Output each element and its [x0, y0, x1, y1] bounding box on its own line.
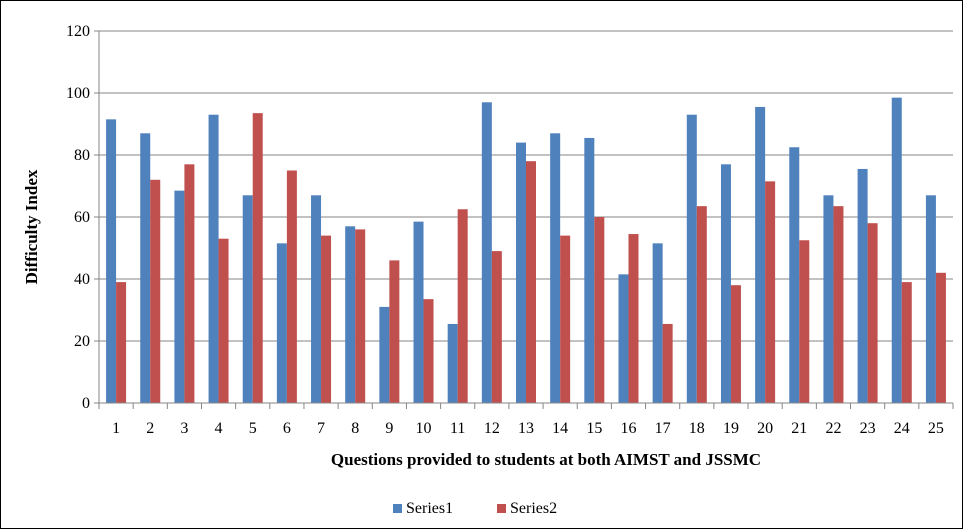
bar-series1-12 [481, 102, 492, 404]
x-tick-label: 18 [689, 420, 705, 437]
x-tick-label: 8 [351, 420, 359, 437]
x-tick-label: 21 [791, 420, 807, 437]
y-tick-label: 120 [66, 23, 90, 40]
y-tick-label: 60 [74, 209, 90, 226]
bar-series1-17 [652, 243, 663, 403]
bar-series1-18 [686, 114, 697, 403]
legend-swatch-series2 [497, 504, 506, 513]
bar-series2-16 [628, 234, 639, 403]
bar-series1-19 [720, 164, 731, 403]
bar-series2-9 [389, 260, 400, 403]
x-tick-label: 6 [283, 420, 291, 437]
x-tick-label: 11 [450, 420, 465, 437]
x-tick-label: 3 [180, 420, 188, 437]
bar-series2-4 [218, 238, 229, 403]
bar-series2-14 [560, 235, 571, 403]
y-axis-title: Difficulty Index [22, 169, 41, 284]
bar-series2-10 [423, 299, 434, 403]
bar-series2-25 [935, 272, 946, 403]
x-tick-label: 13 [518, 420, 534, 437]
bar-series1-22 [823, 195, 834, 403]
y-tick-label: 40 [74, 271, 90, 288]
x-tick-label: 10 [416, 420, 432, 437]
bar-series1-9 [379, 306, 390, 403]
x-tick-label: 16 [620, 420, 636, 437]
bar-series1-15 [584, 137, 595, 403]
bar-series2-18 [696, 206, 707, 403]
bar-series2-23 [867, 223, 878, 403]
bar-series2-12 [491, 251, 502, 403]
x-tick-label: 5 [249, 420, 257, 437]
bar-series1-20 [755, 106, 766, 403]
legend-swatch-series1 [393, 504, 402, 513]
bar-series1-3 [174, 190, 185, 403]
bar-series2-1 [116, 282, 127, 403]
bar-series2-5 [252, 113, 263, 404]
x-tick-label: 23 [860, 420, 876, 437]
bar-series2-22 [833, 206, 844, 403]
bar-series1-16 [618, 274, 629, 403]
y-tick-label: 80 [74, 147, 90, 164]
bar-series2-6 [286, 170, 297, 403]
x-tick-label: 22 [825, 420, 841, 437]
bar-series2-8 [355, 229, 366, 403]
bar-series1-10 [413, 221, 424, 403]
bar-series1-11 [447, 323, 458, 403]
x-tick-label: 15 [586, 420, 602, 437]
x-tick-label: 17 [655, 420, 671, 437]
bar-series1-4 [208, 114, 219, 403]
bar-series1-25 [925, 195, 936, 403]
x-tick-label: 25 [928, 420, 944, 437]
bar-series1-21 [789, 147, 800, 403]
bar-series1-6 [276, 243, 287, 403]
x-tick-label: 20 [757, 420, 773, 437]
legend-label-series1: Series1 [406, 500, 453, 517]
bar-series1-8 [345, 226, 356, 403]
x-axis-title: Questions provided to students at both A… [331, 450, 761, 469]
bar-series1-14 [550, 133, 561, 404]
x-tick-label: 14 [552, 420, 568, 437]
bar-series1-1 [106, 119, 117, 403]
bar-series2-15 [594, 217, 605, 403]
y-tick-label: 100 [66, 85, 90, 102]
x-tick-label: 2 [146, 420, 154, 437]
bar-series2-13 [526, 161, 536, 403]
legend-label-series2: Series2 [510, 500, 557, 517]
bar-series1-2 [140, 133, 151, 404]
bar-series1-23 [857, 168, 868, 403]
y-tick-label: 0 [82, 395, 90, 412]
bar-series2-24 [901, 282, 912, 403]
bar-series2-20 [765, 181, 776, 403]
x-tick-label: 1 [112, 420, 120, 437]
bar-series1-5 [242, 195, 253, 403]
x-tick-label: 9 [385, 420, 393, 437]
bar-series1-7 [311, 195, 322, 403]
bar-series2-21 [799, 240, 810, 403]
bar-series2-17 [662, 323, 673, 403]
x-tick-label: 19 [723, 420, 739, 437]
bar-series2-7 [321, 235, 332, 403]
bar-series1-13 [516, 142, 526, 403]
y-tick-label: 20 [74, 333, 90, 350]
x-tick-label: 4 [215, 420, 223, 437]
bar-series2-19 [730, 285, 741, 403]
bar-series2-11 [457, 209, 468, 403]
x-tick-label: 7 [317, 420, 325, 437]
x-tick-label: 24 [894, 420, 910, 437]
bar-series1-24 [891, 97, 902, 404]
x-tick-label: 12 [484, 420, 500, 437]
bar-series2-2 [150, 179, 161, 403]
bar-series2-3 [184, 164, 195, 403]
